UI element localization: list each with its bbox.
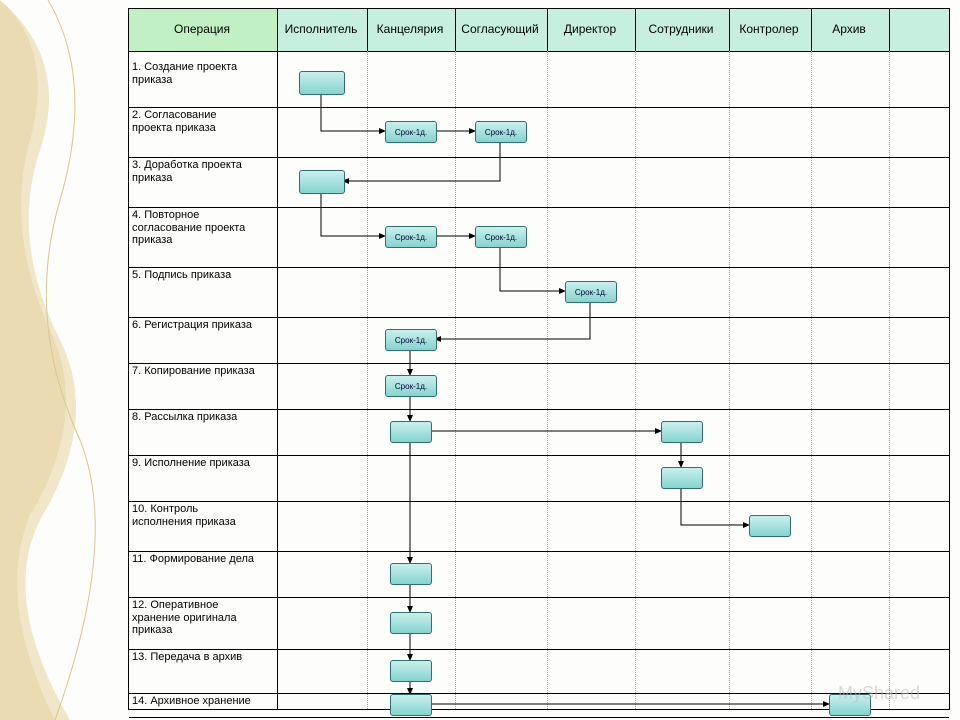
row-label-9: 10. Контроль исполнения приказа <box>132 503 272 528</box>
node-n3 <box>299 170 345 194</box>
node-n10 <box>749 515 791 537</box>
col-header-7: Архив <box>810 8 888 50</box>
node-n2a: Срок-1д. <box>385 121 437 143</box>
col-header-8 <box>888 8 948 50</box>
row-label-5: 6. Регистрация приказа <box>132 319 272 332</box>
row-label-10: 11. Формирование дела <box>132 553 272 566</box>
node-n12 <box>390 612 432 634</box>
decor-strip <box>0 0 100 720</box>
row-label-3: 4. Повторное согласование проекта приказ… <box>132 209 272 247</box>
row-label-13: 14. Архивное хранение <box>132 695 272 708</box>
row-label-12: 13. Передача в архив <box>132 651 272 664</box>
node-n13 <box>390 660 432 682</box>
row-label-7: 8. Рассылка приказа <box>132 411 272 424</box>
node-n14b <box>829 694 871 716</box>
row-label-6: 7. Копирование приказа <box>132 365 272 378</box>
col-header-2: Канцелярия <box>366 8 454 50</box>
node-n9 <box>661 467 703 489</box>
col-header-1: Исполнитель <box>276 8 366 50</box>
col-header-3: Согласующий <box>454 8 546 50</box>
node-n7: Срок-1д. <box>385 375 437 397</box>
row-label-1: 2. Согласование проекта приказа <box>132 109 272 134</box>
col-header-5: Сотрудники <box>634 8 728 50</box>
col-header-6: Контролер <box>728 8 810 50</box>
col-header-4: Директор <box>546 8 634 50</box>
col-header-0: Операция <box>128 8 276 50</box>
row-label-8: 9. Исполнение приказа <box>132 457 272 470</box>
row-label-4: 5. Подпись приказа <box>132 269 272 282</box>
row-label-2: 3. Доработка проекта приказа <box>132 159 272 184</box>
node-n4b: Срок-1д. <box>475 226 527 248</box>
node-n2b: Срок-1д. <box>475 121 527 143</box>
node-n1 <box>299 71 345 95</box>
node-n14a <box>390 694 432 716</box>
node-n5: Срок-1д. <box>565 281 617 303</box>
node-n6: Срок-1д. <box>385 329 437 351</box>
node-n8a <box>390 421 432 443</box>
node-n8b <box>661 421 703 443</box>
row-label-11: 12. Оперативное хранение оригинала прика… <box>132 599 272 637</box>
node-n11 <box>390 563 432 585</box>
row-label-0: 1. Создание проекта приказа <box>132 61 272 86</box>
node-n4a: Срок-1д. <box>385 226 437 248</box>
